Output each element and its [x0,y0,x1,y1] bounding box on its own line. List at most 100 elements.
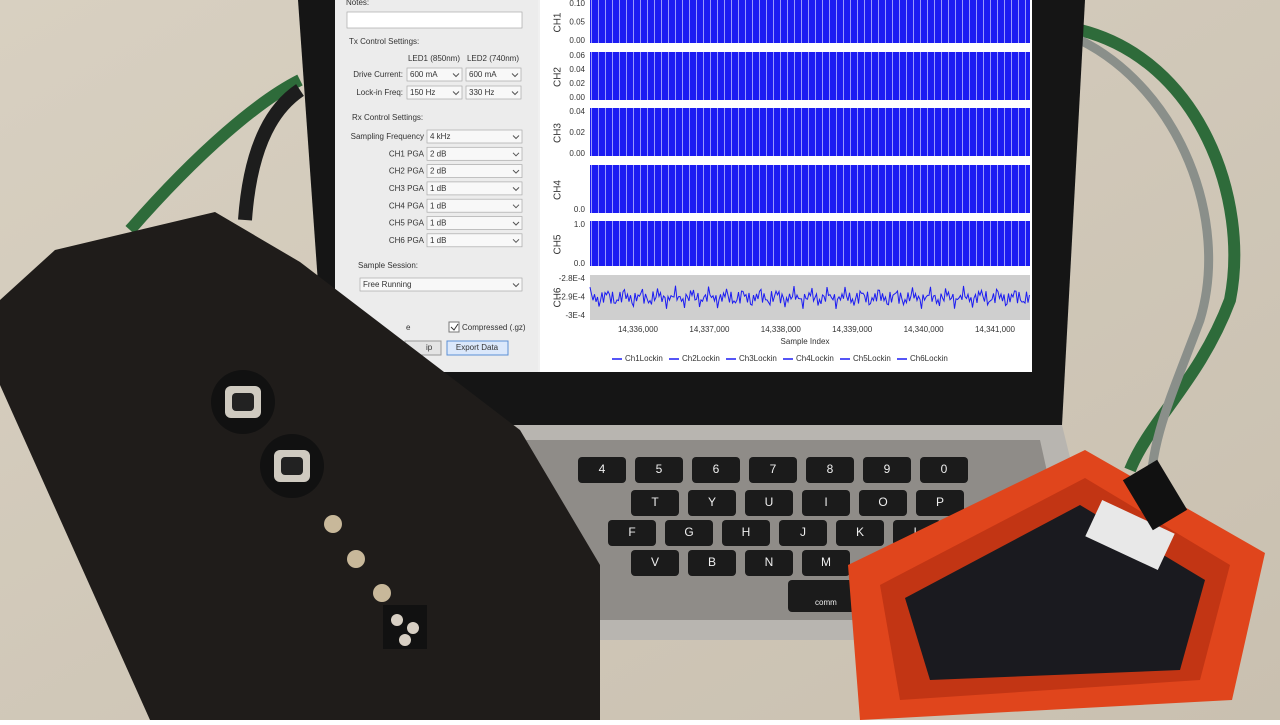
dropdown[interactable] [406,85,463,100]
signal-band [590,0,1030,43]
label: CH2 PGA [389,167,425,176]
channel-label: CH1 [553,12,564,32]
label: CH3 PGA [389,184,425,193]
key-label: U [765,495,774,509]
legend-label: Ch3Lockin [739,354,777,363]
x-tick-label: 14,337,000 [689,325,730,334]
button-label: ip [426,343,433,352]
key [863,457,911,483]
photodiode [399,634,411,646]
dropdown[interactable] [426,146,523,161]
dropdown-value: 4 kHz [430,132,450,141]
dropdown-arrow [512,283,520,288]
dropdown[interactable] [359,277,523,292]
y-tick-label: 0.02 [569,128,585,137]
label: e [406,323,411,332]
signal-band [590,165,1030,213]
signal-band [590,108,1030,156]
key-label: F [628,525,635,539]
signal-band [590,52,1030,100]
y-tick-label: 0.05 [569,18,585,27]
x-tick-label: 14,336,000 [618,325,659,334]
label: CH1 PGA [389,149,425,158]
photodiode [347,550,365,568]
cable [238,84,305,221]
key [920,457,968,483]
key [688,490,736,516]
key [806,457,854,483]
dropdown[interactable] [426,233,523,248]
legend-label: Ch2Lockin [682,354,720,363]
y-tick-label: 0.00 [569,149,585,158]
dropdown-arrow [512,169,520,174]
dropdown[interactable] [406,67,463,82]
key-label: N [765,555,774,569]
dropdown-value: 2 dB [430,167,446,176]
key-label: V [651,555,659,569]
legend-label: Ch6Lockin [910,354,948,363]
key [745,490,793,516]
key-label: J [800,525,806,539]
dropdown[interactable] [426,198,523,213]
dropdown[interactable] [426,164,523,178]
key [859,490,907,516]
dropdown-arrow [511,91,519,96]
section-title: Tx Control Settings: [349,37,419,46]
led [281,457,303,475]
dropdown[interactable] [426,129,523,144]
key-label: M [821,555,831,569]
legend-label: Ch5Lockin [853,354,891,363]
key [749,457,797,483]
key-label: I [824,495,827,509]
cable [1077,35,1214,501]
y-tick-label: 0.02 [569,79,585,88]
key [631,550,679,576]
channel-label: CH5 [553,234,564,254]
y-tick-label: -2.9E-4 [559,293,586,302]
dropdown[interactable] [426,216,523,230]
checkmark [450,323,459,331]
key-label: T [651,495,659,509]
label: Drive Current: [353,70,403,79]
key [722,520,770,546]
key [745,550,793,576]
signal-band [590,221,1030,266]
checkbox[interactable] [448,321,460,333]
x-tick-label: 14,338,000 [761,325,802,334]
notes-field[interactable] [346,11,523,29]
key-label: G [684,525,693,539]
label: Lock-in Freq: [356,88,403,97]
y-tick-label: 0.04 [569,65,585,74]
dropdown-value: 330 Hz [469,88,494,97]
legend-label: Ch4Lockin [796,354,834,363]
cable-wrap [1122,459,1188,531]
dropdown[interactable] [426,181,523,196]
dropdown-arrow [512,204,520,209]
y-tick-label: 0.04 [569,107,585,116]
signal-trace [589,285,1030,309]
dropdown-arrow [512,152,520,157]
dropdown[interactable] [465,85,522,100]
key-label: 4 [599,462,606,476]
dropdown-arrow [452,91,460,96]
key-label: 6 [713,462,720,476]
key [779,520,827,546]
key-label: P [936,495,944,509]
export-button[interactable] [446,340,509,356]
dropdown-value: Free Running [363,280,411,289]
key-label: 9 [884,462,891,476]
x-tick-label: 14,341,000 [975,325,1016,334]
dropdown[interactable] [465,67,522,82]
channel-label: CH4 [553,180,564,200]
y-tick-label: 0.0 [574,205,586,214]
dropdown-arrow [511,73,519,78]
legend-label: Ch1Lockin [625,354,663,363]
cable [125,74,303,234]
y-tick-label: 0.0 [574,259,586,268]
key [802,490,850,516]
key [665,520,713,546]
y-tick-label: 0.10 [569,0,585,8]
y-tick-label: -3E-4 [565,311,585,320]
key [802,550,850,576]
checkbox-label: Compressed (.gz) [462,323,526,332]
